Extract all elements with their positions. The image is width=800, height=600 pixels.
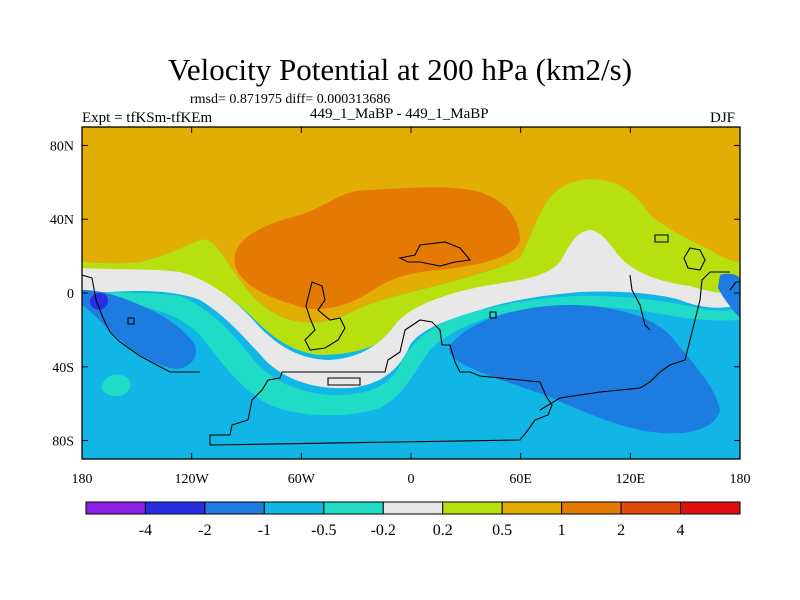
x-tick-label: 120W [175,472,210,487]
region-southern-negative-0.5-0.2 [82,292,740,416]
colorbar: -4 -2 -1 -0.5 -0.2 0.2 0.5 1 2 4 [85,501,741,539]
colorbar-label: 4 [677,522,685,539]
colorbar-label: -4 [139,522,152,539]
colorbar-label: 0.5 [492,522,512,539]
coastline-north-africa [398,241,472,267]
colorbar-swatch [144,501,206,515]
coastline-small-1 [327,377,361,386]
map-field [82,127,740,459]
y-tick-label: 40S [52,361,74,376]
colorbar-label: -0.2 [371,522,396,539]
colorbar-label: 0.2 [433,522,453,539]
coastline-small-4 [127,317,135,325]
stats-label: rmsd= 0.871975 diff= 0.000313686 [190,92,391,107]
case-label: 449_1_MaBP - 449_1_MaBP [310,106,489,122]
colorbar-swatch [680,501,741,515]
colorbar-label: 2 [617,522,625,539]
coastline-indonesia [629,274,651,331]
colorbar-swatch [323,501,384,515]
region-northern-positive-1-2 [234,187,520,310]
coastlines [82,234,740,446]
y-tick-label: 80N [50,139,74,154]
region-southern-negative-2-1-east [448,305,720,434]
colorbar-swatch [620,501,682,515]
y-tick-label: 80S [52,435,74,450]
colorbar-swatch [561,501,622,515]
coastline-australia [539,271,730,411]
x-tick-label: 120E [616,472,646,487]
axis-ticks: 180 120W 60W 0 60E 120E 180 80N 40N 0 40S 80S [50,127,751,487]
coastline-small-2 [654,234,669,243]
x-tick-label: 180 [72,472,93,487]
region-southern-negative-2-1-west [82,290,196,369]
colorbar-swatch [442,501,503,515]
x-tick-label: 180 [730,472,751,487]
experiment-label: Expt = tfKSm-tfKEm [82,110,213,126]
colorbar-swatch [501,501,563,515]
colorbar-swatch [204,501,265,515]
colorbar-swatch [85,501,146,515]
colorbar-swatch [382,501,444,515]
region-teal-patch [101,374,131,396]
season-label: DJF [710,110,736,126]
colorbar-label: -0.5 [311,522,336,539]
y-tick-label: 0 [67,287,74,302]
colorbar-label: -2 [198,522,211,539]
colorbar-label: 1 [558,522,566,539]
x-tick-label: 60W [288,472,316,487]
region-pacific-minimum [89,292,108,310]
chart-title: Velocity Potential at 200 hPa (km2/s) [167,52,633,87]
region-near-zero-band [82,230,740,389]
coastline-east-extra [729,281,740,291]
coastline-small-3 [683,247,706,271]
region-transition-0.2-0.5 [82,179,740,355]
x-tick-label: 60E [509,472,532,487]
colorbar-label: -1 [258,522,271,539]
colorbar-swatch [263,501,325,515]
y-tick-label: 40N [50,213,74,228]
coastline-west [82,274,200,373]
x-tick-label: 0 [408,472,415,487]
coastline-central [304,281,346,351]
coastline-small-5 [489,311,497,319]
